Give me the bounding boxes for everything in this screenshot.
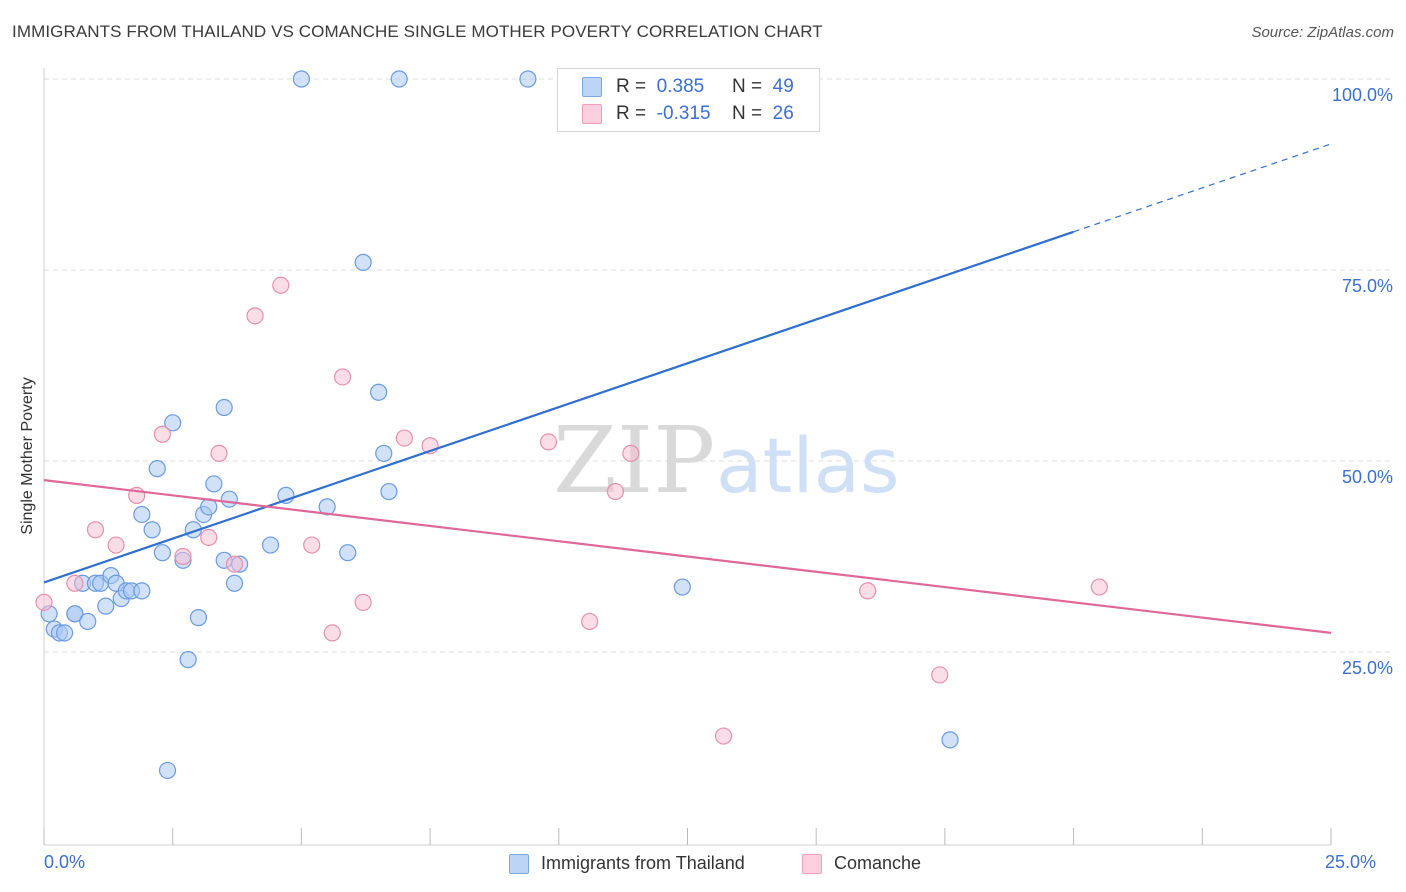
trend-lines	[43, 143, 1332, 634]
data-point-thailand	[339, 544, 357, 562]
stats-n-value: 26	[772, 103, 794, 124]
data-point-thailand	[220, 490, 238, 508]
data-point-thailand	[318, 498, 336, 516]
data-point-thailand	[205, 475, 223, 493]
data-point-comanche	[323, 624, 341, 642]
data-point-comanche	[539, 433, 558, 451]
data-point-thailand	[153, 544, 172, 562]
y-tick-label: 100.0%	[1331, 85, 1393, 105]
data-point-comanche	[395, 429, 413, 447]
data-point-thailand	[179, 651, 197, 669]
data-point-comanche	[931, 666, 949, 684]
data-point-comanche	[622, 444, 640, 462]
data-point-thailand	[261, 536, 280, 554]
data-point-thailand	[97, 597, 115, 615]
data-point-comanche	[35, 593, 53, 611]
data-point-thailand	[66, 605, 84, 623]
data-point-thailand	[133, 505, 151, 524]
data-point-comanche	[272, 276, 290, 294]
data-point-thailand	[390, 70, 408, 88]
data-point-comanche	[210, 444, 228, 462]
trend-line-thailand	[43, 230, 1074, 584]
stats-n-value: 49	[772, 76, 794, 97]
data-point-comanche	[354, 593, 372, 611]
stats-box: R = 0.385 N = 49 R = -0.315 N = 26	[557, 68, 820, 132]
data-point-thailand	[370, 383, 388, 401]
y-tick-label: 75.0%	[1341, 276, 1393, 296]
data-point-comanche	[714, 727, 733, 745]
watermark-atlas: atlas	[716, 421, 900, 510]
stats-swatch-thailand	[582, 77, 602, 97]
legend-label-comanche: Comanche	[834, 853, 922, 873]
series-thailand-points	[40, 70, 959, 780]
chart-title: IMMIGRANTS FROM THAILAND VS COMANCHE SIN…	[12, 22, 823, 41]
data-point-comanche	[153, 425, 172, 443]
data-point-comanche	[225, 555, 244, 573]
data-point-comanche	[66, 574, 84, 592]
legend-swatch-comanche	[802, 854, 822, 874]
data-point-thailand	[375, 444, 393, 462]
legend: Immigrants from Thailand Comanche	[0, 852, 1406, 878]
data-point-thailand	[133, 582, 151, 600]
data-point-comanche	[107, 536, 125, 554]
data-point-thailand	[79, 612, 97, 631]
data-point-comanche	[333, 368, 352, 386]
trend-line-comanche	[43, 479, 1332, 634]
stats-r-label: R =	[616, 76, 647, 97]
x-tick-label-max: 25.0%	[1325, 852, 1377, 872]
x-tick-label-min: 0.0%	[44, 852, 86, 872]
trend-line-thailand-extension	[1073, 143, 1332, 233]
stats-r-label: R =	[616, 103, 647, 124]
data-point-thailand	[158, 761, 177, 780]
series-comanche-points	[35, 276, 1108, 745]
data-point-comanche	[606, 482, 625, 501]
y-tick-label: 50.0%	[1341, 467, 1393, 487]
data-point-comanche	[246, 307, 264, 325]
source-label: Source: ZipAtlas.com	[1251, 24, 1394, 41]
data-point-comanche	[303, 536, 321, 554]
data-point-thailand	[941, 731, 959, 749]
data-point-comanche	[1090, 578, 1108, 596]
data-point-thailand	[519, 70, 537, 88]
axes	[43, 68, 1332, 846]
data-point-thailand	[189, 609, 208, 627]
data-point-comanche	[859, 582, 877, 600]
data-point-thailand	[215, 398, 233, 417]
data-point-thailand	[148, 460, 166, 478]
data-point-comanche	[581, 612, 599, 631]
stats-n-label: N =	[731, 76, 763, 97]
data-point-thailand	[164, 414, 182, 432]
y-tick-label: 25.0%	[1341, 658, 1393, 678]
stats-n-label: N =	[731, 103, 763, 124]
data-point-thailand	[225, 574, 244, 592]
data-point-comanche	[200, 528, 218, 547]
data-point-thailand	[55, 624, 74, 642]
stats-swatch-comanche	[582, 104, 602, 124]
data-point-comanche	[86, 521, 105, 539]
data-point-thailand	[354, 253, 372, 271]
data-point-comanche	[174, 547, 192, 566]
watermark: ZIPatlas	[553, 407, 900, 514]
data-point-thailand	[673, 578, 691, 596]
stats-r-value: -0.315	[656, 103, 711, 124]
legend-swatch-thailand	[509, 854, 529, 874]
stats-r-value: 0.385	[656, 76, 705, 97]
data-point-thailand	[380, 482, 398, 501]
legend-label-thailand: Immigrants from Thailand	[541, 853, 745, 873]
data-point-thailand	[292, 70, 310, 88]
data-point-thailand	[143, 521, 161, 539]
